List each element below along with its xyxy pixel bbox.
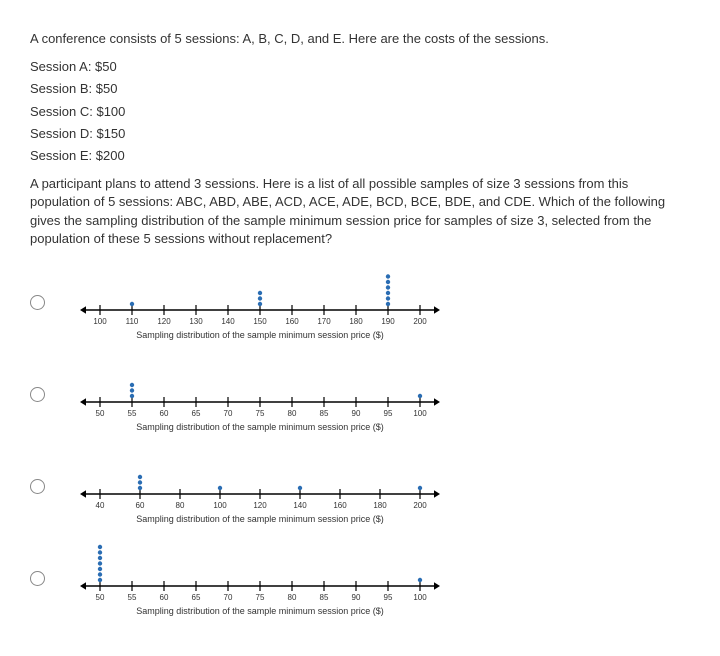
- svg-text:160: 160: [333, 501, 347, 510]
- svg-text:120: 120: [253, 501, 267, 510]
- radio-icon[interactable]: [30, 479, 45, 494]
- radio-icon[interactable]: [30, 295, 45, 310]
- svg-text:180: 180: [373, 501, 387, 510]
- svg-text:80: 80: [288, 593, 297, 602]
- svg-text:160: 160: [285, 317, 299, 326]
- svg-text:65: 65: [192, 593, 201, 602]
- answer-options: 100 110 120 130 140 150 160 170 180 190 200 Samplin…: [30, 268, 690, 616]
- option-a[interactable]: 100 110 120 130 140 150 160 170 180 190 200 Samplin…: [30, 268, 690, 340]
- svg-text:70: 70: [224, 593, 233, 602]
- plot-caption: Sampling distribution of the sample mini…: [70, 330, 450, 340]
- svg-text:90: 90: [352, 593, 361, 602]
- session-d: Session D: $150: [30, 125, 690, 143]
- svg-text:140: 140: [293, 501, 307, 510]
- svg-text:200: 200: [413, 317, 427, 326]
- svg-text:180: 180: [349, 317, 363, 326]
- svg-text:40: 40: [96, 501, 105, 510]
- svg-text:80: 80: [176, 501, 185, 510]
- svg-text:65: 65: [192, 409, 201, 418]
- plot-caption: Sampling distribution of the sample mini…: [70, 606, 450, 616]
- svg-text:100: 100: [93, 317, 107, 326]
- option-d[interactable]: 50 55 60 65 70 75 80 85 90 95 100 Sampling distribu…: [30, 544, 690, 616]
- svg-text:50: 50: [96, 593, 105, 602]
- session-c: Session C: $100: [30, 103, 690, 121]
- svg-text:60: 60: [160, 593, 169, 602]
- dotplot-d: 50 55 60 65 70 75 80 85 90 95 100 Sampling distribu…: [70, 544, 690, 616]
- session-e: Session E: $200: [30, 147, 690, 165]
- svg-text:140: 140: [221, 317, 235, 326]
- svg-text:95: 95: [384, 593, 393, 602]
- svg-text:85: 85: [320, 593, 329, 602]
- dotplot-a: 100 110 120 130 140 150 160 170 180 190 200 Samplin…: [70, 268, 690, 340]
- svg-text:55: 55: [128, 593, 137, 602]
- svg-text:50: 50: [96, 409, 105, 418]
- option-c[interactable]: 40 60 80 100 120 140 160 180 200 Sampling distrib…: [30, 452, 690, 524]
- svg-text:80: 80: [288, 409, 297, 418]
- svg-text:75: 75: [256, 593, 265, 602]
- session-b: Session B: $50: [30, 80, 690, 98]
- radio-icon[interactable]: [30, 387, 45, 402]
- radio-icon[interactable]: [30, 571, 45, 586]
- dotplot-b: 50 55 60 65 70 75 80 85 90 95 100 Sampling distribu…: [70, 360, 690, 432]
- svg-text:60: 60: [136, 501, 145, 510]
- svg-text:100: 100: [413, 409, 427, 418]
- svg-text:75: 75: [256, 409, 265, 418]
- svg-text:110: 110: [126, 317, 139, 326]
- intro-line2: A participant plans to attend 3 sessions…: [30, 175, 690, 248]
- session-a: Session A: $50: [30, 58, 690, 76]
- svg-text:170: 170: [317, 317, 331, 326]
- svg-text:60: 60: [160, 409, 169, 418]
- plot-caption: Sampling distribution of the sample mini…: [70, 422, 450, 432]
- svg-text:70: 70: [224, 409, 233, 418]
- plot-caption: Sampling distribution of the sample mini…: [70, 514, 450, 524]
- svg-text:90: 90: [352, 409, 361, 418]
- svg-text:200: 200: [413, 501, 427, 510]
- question-text: A conference consists of 5 sessions: A, …: [30, 30, 690, 248]
- option-b[interactable]: 50 55 60 65 70 75 80 85 90 95 100 Sampling distribu…: [30, 360, 690, 432]
- svg-text:130: 130: [189, 317, 203, 326]
- svg-text:150: 150: [253, 317, 267, 326]
- svg-text:100: 100: [413, 593, 427, 602]
- svg-text:120: 120: [157, 317, 171, 326]
- svg-text:190: 190: [381, 317, 395, 326]
- dotplot-c: 40 60 80 100 120 140 160 180 200 Sampling distrib…: [70, 452, 690, 524]
- svg-text:85: 85: [320, 409, 329, 418]
- svg-text:55: 55: [128, 409, 137, 418]
- svg-text:95: 95: [384, 409, 393, 418]
- intro-line1: A conference consists of 5 sessions: A, …: [30, 30, 690, 48]
- svg-text:100: 100: [213, 501, 227, 510]
